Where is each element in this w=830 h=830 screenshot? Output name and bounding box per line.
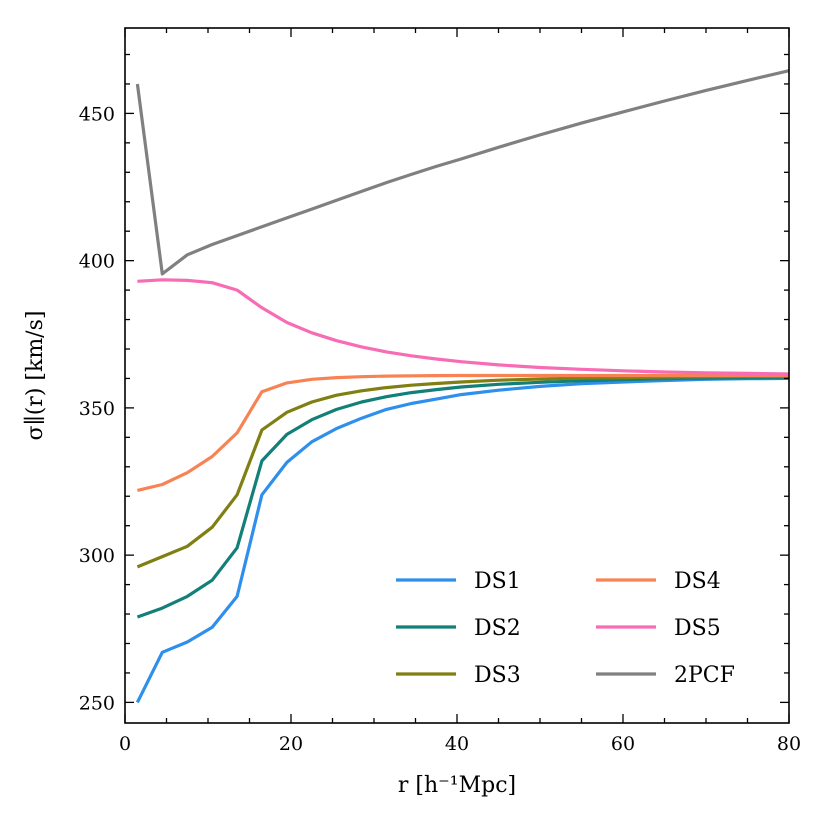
series-line-2pcf xyxy=(135,69,790,276)
series-line-ds3 xyxy=(136,374,789,569)
x-axis-label: r [h⁻¹Mpc] xyxy=(398,773,516,798)
x-tick-label: 20 xyxy=(279,733,303,755)
series-line-ds5 xyxy=(137,278,790,376)
tick-labels: 0 20 40 60 80 250 300 350 400 450 xyxy=(79,103,801,755)
legend-label-ds1: DS1 xyxy=(474,569,521,594)
series-layer xyxy=(135,69,790,704)
legend-label-2pcf: 2PCF xyxy=(674,663,735,688)
x-tick-label: 40 xyxy=(445,733,469,755)
y-tick-label: 250 xyxy=(79,692,115,714)
ticks-layer xyxy=(124,28,790,723)
series-line-ds4 xyxy=(137,373,789,492)
series-line-ds1 xyxy=(135,376,790,704)
legend: DS1 DS2 DS3 DS4 DS5 2PCF xyxy=(396,569,735,688)
y-tick-label: 350 xyxy=(79,398,115,420)
legend-label-ds3: DS3 xyxy=(474,663,521,688)
series-line-ds2 xyxy=(136,376,790,619)
x-tick-label: 80 xyxy=(777,733,801,755)
legend-label-ds4: DS4 xyxy=(674,569,721,594)
plot-frame xyxy=(124,27,790,724)
y-tick-label: 400 xyxy=(79,251,115,273)
y-tick-label: 450 xyxy=(79,103,115,125)
legend-label-ds2: DS2 xyxy=(474,616,521,641)
x-tick-label: 60 xyxy=(611,733,635,755)
legend-label-ds5: DS5 xyxy=(674,616,721,641)
y-tick-label: 300 xyxy=(79,545,115,567)
x-tick-label: 0 xyxy=(119,733,131,755)
y-axis-label: σ∥(r) [km/s] xyxy=(23,311,48,441)
